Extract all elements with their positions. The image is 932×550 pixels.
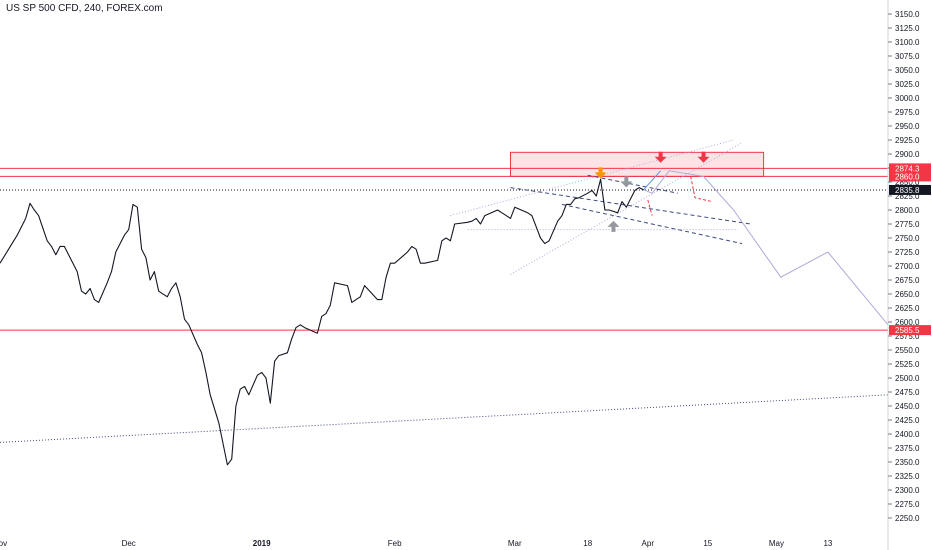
price-tick-label: 2625.0 xyxy=(895,304,920,313)
price-tick-label: 2650.0 xyxy=(895,290,920,299)
arrow-down-marker[interactable] xyxy=(654,151,667,163)
date-tick-label: Mar xyxy=(508,539,522,548)
price-series-group xyxy=(0,178,644,466)
price-axis-background xyxy=(888,0,932,550)
projection-path[interactable] xyxy=(647,199,653,216)
price-tick-label: 2425.0 xyxy=(895,416,920,425)
date-tick-label: May xyxy=(769,539,784,548)
arrow-down-marker[interactable] xyxy=(594,167,607,179)
price-tick-label: 2850.0 xyxy=(895,178,920,187)
price-tick-label: 2325.0 xyxy=(895,472,920,481)
chart-title: US SP 500 CFD, 240, FOREX.com xyxy=(6,3,163,14)
level-price-tag-bg xyxy=(889,171,931,182)
date-tick-label: 18 xyxy=(583,539,592,548)
price-tick-label: 2375.0 xyxy=(895,444,920,453)
price-tick-label: 2400.0 xyxy=(895,430,920,439)
projection-path[interactable] xyxy=(643,170,661,191)
date-axis-group: Nov Dec 2019 Feb Mar 18 Apr 15 May 13 xyxy=(0,539,833,548)
trend-line[interactable] xyxy=(510,187,751,225)
date-tick-label: 15 xyxy=(703,539,712,548)
price-tick-label: 3000.0 xyxy=(895,94,920,103)
price-tick-label: 2925.0 xyxy=(895,136,920,145)
price-tick-label: 3125.0 xyxy=(895,24,920,33)
resistance-zone-group xyxy=(509,151,765,177)
price-tick-label: 2800.0 xyxy=(895,206,920,215)
price-tick-label: 2450.0 xyxy=(895,402,920,411)
level-price-tag: 2860.0 xyxy=(895,172,920,181)
price-axis-group: 2250.0 2275.0 2300.0 2325.0 2350.0 2375.0 2400… xyxy=(887,0,932,550)
price-line[interactable] xyxy=(0,178,644,466)
markers-group xyxy=(594,151,710,232)
trend-line[interactable] xyxy=(561,203,743,245)
level-price-tag-bg xyxy=(889,163,931,174)
price-tick-label: 2675.0 xyxy=(895,276,920,285)
trend-line[interactable] xyxy=(450,139,734,217)
date-tick-label: 2019 xyxy=(253,539,271,548)
drawing-lines-group xyxy=(0,139,889,443)
price-tick-label: 2525.0 xyxy=(895,360,920,369)
price-tick-label: 2700.0 xyxy=(895,262,920,271)
price-tick-label: 2600.0 xyxy=(895,318,920,327)
price-tick-label: 3025.0 xyxy=(895,80,920,89)
price-tick-label: 3100.0 xyxy=(895,38,920,47)
date-tick-label: Apr xyxy=(642,539,655,548)
arrow-down-marker[interactable] xyxy=(697,151,710,163)
price-tick-label: 2725.0 xyxy=(895,248,920,257)
level-price-tag: 2874.3 xyxy=(895,164,920,173)
trend-line[interactable] xyxy=(587,174,678,194)
trend-line[interactable] xyxy=(0,394,889,443)
price-tick-label: 2900.0 xyxy=(895,150,920,159)
price-tick-label: 2575.0 xyxy=(895,332,920,341)
price-tick-label: 2250.0 xyxy=(895,514,920,523)
price-tick-label: 2275.0 xyxy=(895,500,920,509)
arrow-up-marker[interactable] xyxy=(607,220,620,232)
price-tick-label: 2500.0 xyxy=(895,374,920,383)
last-price-tag: 2835.8 xyxy=(895,186,920,195)
arrow-down-marker[interactable] xyxy=(620,176,633,188)
price-tick-label: 2950.0 xyxy=(895,122,920,131)
date-tick-label: Nov xyxy=(0,539,7,548)
projection-path[interactable] xyxy=(690,176,713,203)
resistance-zone[interactable] xyxy=(509,151,765,177)
price-tick-label: 3075.0 xyxy=(895,52,920,61)
price-tick-label: 2350.0 xyxy=(895,458,920,467)
date-tick-label: Feb xyxy=(388,539,402,548)
price-tick-label: 2300.0 xyxy=(895,486,920,495)
price-tick-label: 3050.0 xyxy=(895,66,920,75)
level-price-tag: 2585.5 xyxy=(895,326,920,335)
date-tick-label: 13 xyxy=(823,539,832,548)
price-tick-label: 2775.0 xyxy=(895,220,920,229)
price-tick-label: 2825.0 xyxy=(895,192,920,201)
date-tick-label: Dec xyxy=(122,539,136,548)
price-tick-label: 2475.0 xyxy=(895,388,920,397)
price-tick-label: 2975.0 xyxy=(895,108,920,117)
price-tick-label: 3150.0 xyxy=(895,10,920,19)
price-tick-label: 2750.0 xyxy=(895,234,920,243)
projection-path[interactable] xyxy=(643,170,889,326)
last-price-tag-bg xyxy=(889,184,931,195)
level-price-tag-bg xyxy=(889,325,931,336)
price-tick-label: 2550.0 xyxy=(895,346,920,355)
trend-line[interactable] xyxy=(510,142,743,275)
